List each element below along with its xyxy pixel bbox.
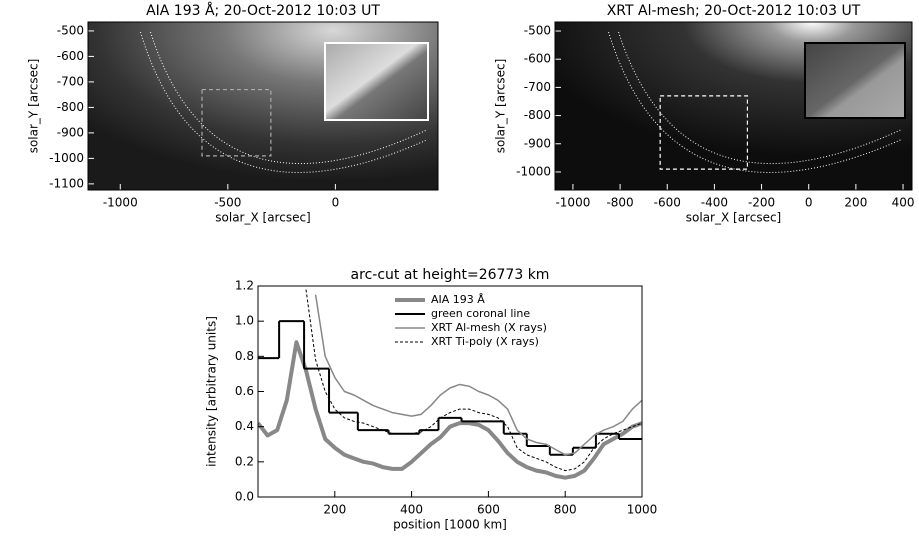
series-line [305, 289, 642, 472]
y-tick-label: -500 [57, 23, 84, 37]
x-tick-label: -800 [606, 196, 633, 210]
y-tick-label: 0.2 [235, 454, 254, 468]
chart-title: arc-cut at height=26773 km [351, 267, 550, 283]
legend-label: XRT Ti-poly (X rays) [431, 335, 539, 348]
x-tick-label: -400 [701, 196, 728, 210]
x-tick-label: 400 [892, 196, 915, 210]
x-tick-label: 0 [805, 196, 813, 210]
plot-frame [87, 21, 439, 191]
plot-area [258, 286, 642, 497]
y-tick-label: -1000 [49, 151, 84, 165]
y-tick-label: -1100 [49, 176, 84, 190]
x-tick-label: -1000 [555, 196, 590, 210]
limb-arc [140, 31, 428, 173]
y-tick-label: -800 [57, 100, 84, 114]
inset [804, 42, 906, 119]
y-tick-label: -1000 [516, 164, 551, 178]
y-axis-label: solar_Y [arcsec] [494, 59, 508, 154]
x-tick-label: 200 [323, 503, 346, 517]
y-tick-label: -700 [57, 74, 84, 88]
x-axis-label: position [1000 km] [393, 518, 507, 532]
x-tick-label: -200 [748, 196, 775, 210]
x-tick-label: -1000 [103, 196, 138, 210]
y-axis-label: solar_Y [arcsec] [27, 59, 41, 154]
x-tick-label: -600 [654, 196, 681, 210]
y-tick-label: -500 [524, 24, 551, 38]
y-tick-label: 1.0 [235, 314, 254, 328]
legend-label: AIA 193 Å [431, 293, 485, 306]
x-axis-label: solar_X [arcsec] [215, 211, 310, 225]
y-axis-label: intensity [arbitrary units] [205, 316, 219, 467]
x-tick-label: 200 [844, 196, 867, 210]
x-tick-label: 800 [554, 503, 577, 517]
region-box [201, 88, 272, 157]
chart-title: XRT Al-mesh; 20-Oct-2012 10:03 UT [607, 3, 861, 19]
y-tick-label: -900 [524, 136, 551, 150]
y-tick-label: 1.2 [235, 279, 254, 293]
plot-frame [554, 21, 913, 191]
series-line [258, 340, 642, 480]
legend-label: green coronal line [431, 307, 530, 320]
x-axis-label: solar_X [arcsec] [686, 211, 781, 225]
y-tick-label: -800 [524, 108, 551, 122]
y-tick-label: 0.8 [235, 349, 254, 363]
x-tick-label: 600 [477, 503, 500, 517]
x-tick-label: 0 [332, 196, 340, 210]
y-tick-label: 0.4 [235, 419, 254, 433]
region-box [659, 95, 749, 170]
inset [324, 42, 429, 121]
chart-title: AIA 193 Å; 20-Oct-2012 10:03 UT [146, 2, 380, 19]
x-tick-label: 1000 [627, 503, 658, 517]
y-tick-label: 0.0 [235, 490, 254, 504]
y-tick-label: -600 [524, 52, 551, 66]
legend-label: XRT Al-mesh (X rays) [431, 321, 547, 334]
y-tick-label: -600 [57, 49, 84, 63]
limb-arc [618, 31, 902, 165]
y-tick-label: -700 [524, 80, 551, 94]
series-group [258, 289, 642, 480]
y-tick-label: -900 [57, 125, 84, 139]
plot-frame [257, 285, 643, 498]
x-tick-label: 400 [400, 503, 423, 517]
limb-arc [608, 31, 902, 173]
y-tick-label: 0.6 [235, 384, 254, 398]
x-tick-label: -500 [214, 196, 241, 210]
series-line [314, 294, 642, 456]
